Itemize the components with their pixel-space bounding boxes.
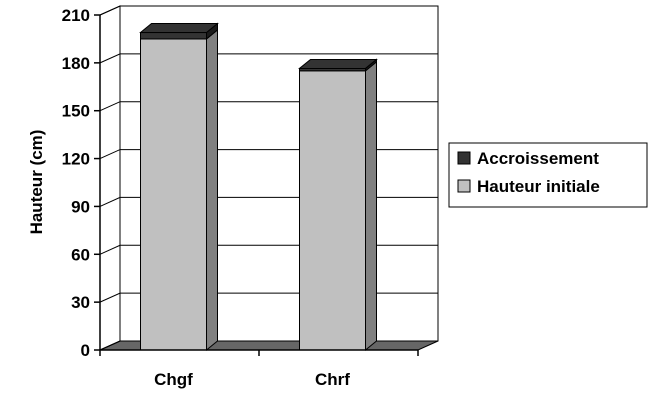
bar-front (140, 38, 207, 351)
bar-side (365, 60, 377, 352)
legend-label: Accroissement (477, 149, 599, 168)
y-tick-label: 30 (71, 293, 90, 312)
legend: Accroissement Hauteur initiale (448, 142, 648, 208)
y-tick-label: 0 (81, 341, 90, 360)
y-tick-label: 120 (62, 150, 90, 169)
y-tick-label: 210 (62, 6, 90, 25)
bar-segment (299, 60, 377, 352)
bar-top (139, 23, 219, 34)
bar-side (206, 28, 218, 352)
bars (139, 22, 378, 352)
axes: 0 30 60 90 120 150 180 210 Chgf Chrf (62, 6, 419, 389)
x-tick-label: Chgf (154, 370, 193, 389)
bar-segment (298, 58, 378, 72)
y-tick-label: 60 (71, 245, 90, 264)
bar-segment (139, 22, 219, 40)
bar-segment (140, 28, 218, 352)
y-tick-label: 150 (62, 102, 90, 121)
y-tick-label: 90 (71, 197, 90, 216)
bar-front (140, 32, 207, 40)
legend-swatch (457, 179, 471, 193)
y-axis-title: Hauteur (cm) (27, 130, 46, 235)
legend-label: Hauteur initiale (477, 177, 600, 196)
bar-front (299, 70, 366, 351)
legend-box (448, 142, 648, 208)
side-wall (99, 5, 121, 351)
bar-top (298, 58, 378, 69)
gridline (99, 5, 438, 16)
y-tick-label: 180 (62, 54, 90, 73)
legend-swatch (457, 151, 471, 165)
x-tick-label: Chrf (315, 370, 350, 389)
gridline (99, 53, 438, 64)
